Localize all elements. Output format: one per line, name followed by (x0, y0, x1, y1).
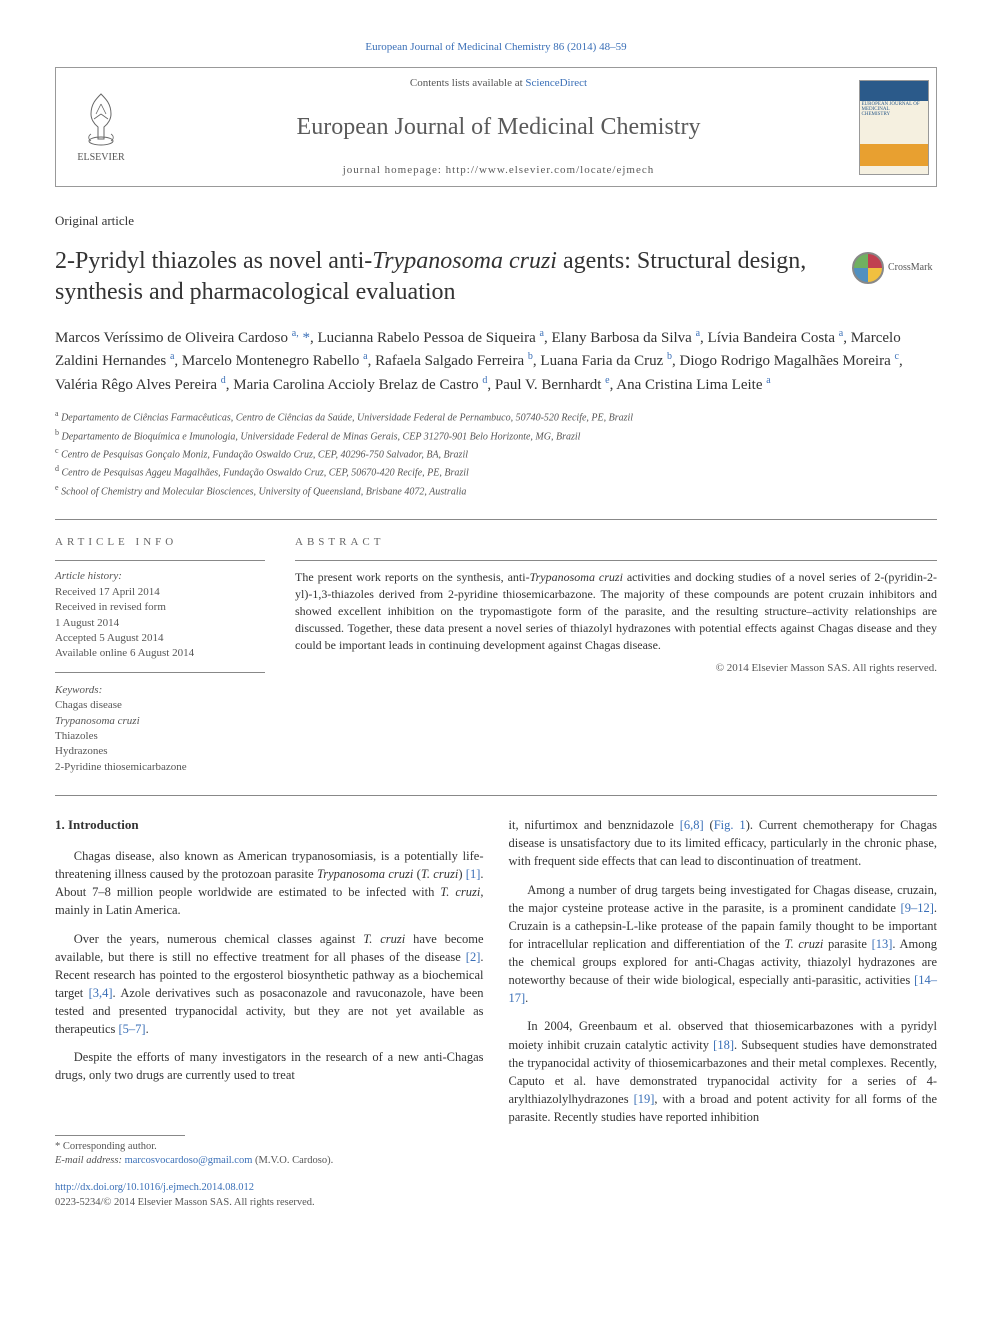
divider (55, 795, 937, 796)
body-column-left: 1. Introduction Chagas disease, also kno… (55, 816, 484, 1169)
article-info-block: ARTICLE INFO Article history: Received 1… (55, 535, 265, 775)
corresponding-author-label: * Corresponding author. (55, 1140, 484, 1155)
history-label: Article history: (55, 569, 265, 584)
corresponding-author-footer: * Corresponding author. E-mail address: … (55, 1135, 484, 1169)
journal-homepage: journal homepage: http://www.elsevier.co… (156, 163, 841, 178)
journal-name: European Journal of Medicinal Chemistry (156, 111, 841, 145)
corresponding-email-link[interactable]: marcosvocardoso@gmail.com (125, 1155, 253, 1166)
doi-link[interactable]: http://dx.doi.org/10.1016/j.ejmech.2014.… (55, 1181, 937, 1196)
journal-citation: European Journal of Medicinal Chemistry … (55, 40, 937, 55)
abstract-heading: ABSTRACT (295, 535, 937, 550)
contents-lists-line: Contents lists available at ScienceDirec… (156, 76, 841, 91)
authors-list: Marcos Veríssimo de Oliveira Cardoso a, … (55, 326, 937, 397)
crossmark-label: CrossMark (888, 261, 932, 275)
abstract-text: The present work reports on the synthesi… (295, 569, 937, 653)
elsevier-label: ELSEVIER (77, 151, 124, 165)
elsevier-logo: ELSEVIER (56, 68, 146, 186)
history-lines: Received 17 April 2014Received in revise… (55, 585, 265, 662)
journal-header: ELSEVIER Contents lists available at Sci… (55, 67, 937, 187)
sciencedirect-link[interactable]: ScienceDirect (525, 77, 587, 89)
article-title: 2-Pyridyl thiazoles as novel anti-Trypan… (55, 246, 837, 308)
keywords-label: Keywords: (55, 683, 265, 698)
abstract-copyright: © 2014 Elsevier Masson SAS. All rights r… (295, 661, 937, 676)
crossmark-icon (852, 252, 884, 284)
elsevier-tree-icon (76, 89, 126, 149)
affiliations-list: a Departamento de Ciências Farmacêuticas… (55, 408, 937, 499)
crossmark-badge[interactable]: CrossMark (852, 246, 937, 291)
body-column-right: it, nifurtimox and benznidazole [6,8] (F… (509, 816, 938, 1169)
footer-copyright: 0223-5234/© 2014 Elsevier Masson SAS. Al… (55, 1196, 937, 1211)
keywords-lines: Chagas diseaseTrypanosoma cruziThiazoles… (55, 698, 265, 775)
journal-cover-thumbnail: EUROPEAN JOURNAL OFMEDICINALCHEMISTRY (851, 68, 936, 186)
abstract-block: ABSTRACT The present work reports on the… (295, 535, 937, 775)
email-suffix: (M.V.O. Cardoso). (252, 1155, 333, 1166)
divider (55, 519, 937, 520)
article-info-heading: ARTICLE INFO (55, 535, 265, 550)
introduction-heading: 1. Introduction (55, 816, 484, 835)
email-label: E-mail address: (55, 1155, 122, 1166)
article-type: Original article (55, 212, 937, 230)
